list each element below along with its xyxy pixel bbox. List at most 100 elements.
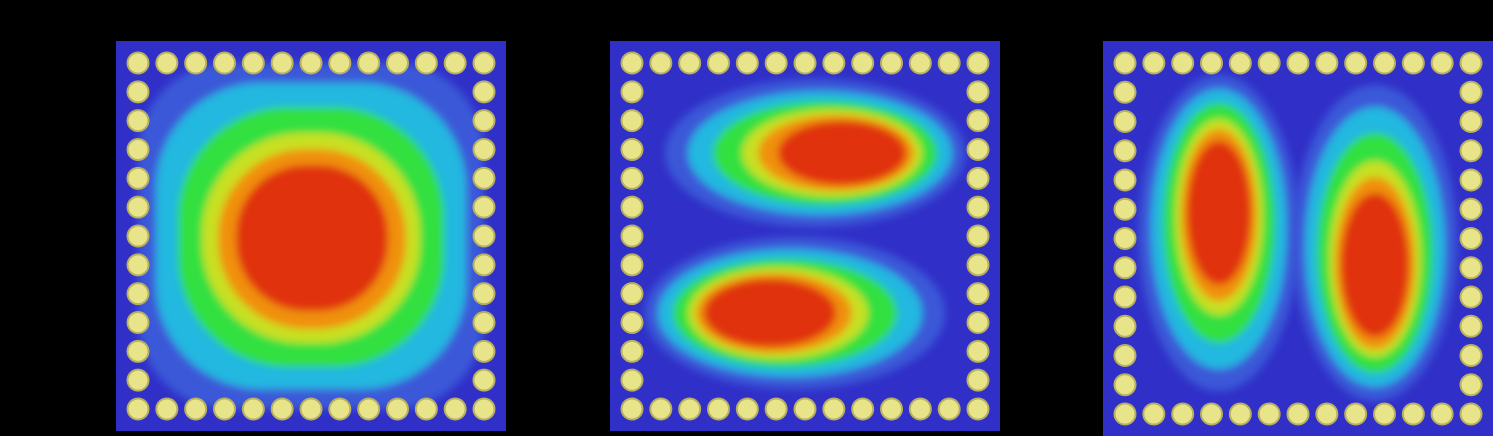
via-post — [126, 397, 150, 421]
via-post — [649, 51, 673, 75]
field-plot-2 — [610, 41, 1000, 431]
via-post — [1113, 168, 1137, 192]
via-post — [1113, 110, 1137, 133]
via-post — [678, 51, 702, 75]
via-post — [966, 195, 990, 219]
via-post — [1257, 51, 1281, 75]
via-post — [472, 51, 496, 75]
via-post — [620, 282, 644, 306]
via-post — [1200, 51, 1223, 75]
via-post — [620, 311, 644, 334]
field-lobe-upper — [665, 79, 965, 227]
via-post — [241, 51, 265, 75]
via-post — [1171, 51, 1195, 75]
via-post — [213, 397, 236, 421]
via-post — [1228, 402, 1252, 426]
via-post — [880, 51, 903, 75]
via-post — [966, 166, 990, 190]
via-post — [1459, 373, 1483, 397]
via-post — [386, 51, 409, 75]
via-post — [1459, 285, 1483, 309]
via-post — [966, 80, 990, 104]
via-post — [1113, 373, 1137, 397]
via-post — [126, 51, 150, 75]
via-post — [966, 253, 990, 277]
via-post — [472, 224, 496, 248]
via-post — [620, 166, 644, 190]
via-row — [126, 51, 496, 421]
via-post — [1142, 402, 1166, 426]
via-post — [908, 397, 932, 421]
field-lobe-center — [138, 63, 484, 409]
via-post — [386, 397, 409, 421]
via-post — [851, 51, 875, 75]
via-post — [620, 339, 644, 363]
via-post — [472, 339, 496, 363]
via-post — [620, 253, 644, 277]
via-post — [735, 397, 759, 421]
via-post — [1286, 402, 1310, 426]
via-post — [472, 109, 496, 133]
via-post — [966, 224, 990, 248]
via-post — [414, 397, 438, 421]
via-post — [620, 224, 644, 248]
mode-panel-1 — [116, 41, 506, 431]
via-post — [1401, 51, 1425, 75]
via-post — [966, 51, 990, 75]
via-post — [126, 166, 150, 190]
via-post — [1459, 256, 1483, 280]
via-post — [1171, 402, 1195, 426]
via-post — [1401, 402, 1425, 426]
via-post — [1373, 51, 1396, 75]
via-post — [155, 51, 179, 75]
field-plot-1 — [116, 41, 506, 431]
via-post — [1459, 402, 1483, 426]
via-post — [1459, 168, 1483, 192]
via-post — [620, 51, 644, 75]
via-post — [213, 51, 236, 75]
via-post — [966, 311, 990, 334]
via-post — [1315, 402, 1339, 426]
via-post — [1113, 197, 1137, 221]
via-post — [1113, 51, 1137, 75]
via-post — [1113, 80, 1137, 104]
via-post — [328, 397, 352, 421]
via-row — [620, 51, 990, 421]
field-plot-3 — [1103, 41, 1493, 436]
via-post — [620, 109, 644, 133]
via-post — [270, 397, 294, 421]
via-post — [620, 195, 644, 219]
via-post — [966, 282, 990, 306]
via-post — [1459, 51, 1483, 75]
via-post — [735, 51, 759, 75]
via-post — [937, 397, 961, 421]
via-post — [1315, 51, 1339, 75]
via-post — [1430, 51, 1454, 75]
via-post — [620, 138, 644, 161]
via-post — [1113, 256, 1137, 280]
via-post — [851, 397, 875, 421]
via-post — [472, 253, 496, 277]
via-post — [649, 397, 673, 421]
via-post — [155, 397, 179, 421]
via-post — [1113, 139, 1137, 163]
via-post — [1286, 51, 1310, 75]
mode-panel-3 — [1103, 41, 1493, 436]
via-post — [678, 397, 702, 421]
via-post — [472, 311, 496, 334]
via-post — [328, 51, 352, 75]
via-post — [184, 51, 208, 75]
via-post — [620, 80, 644, 104]
via-post — [357, 397, 381, 421]
via-post — [908, 51, 932, 75]
via-post — [937, 51, 961, 75]
via-post — [1459, 139, 1483, 163]
via-post — [299, 51, 323, 75]
via-post — [1344, 51, 1368, 75]
via-post — [1200, 402, 1223, 426]
via-post — [1459, 227, 1483, 250]
via-post — [1459, 110, 1483, 133]
via-post — [126, 138, 150, 161]
via-post — [472, 166, 496, 190]
via-post — [620, 397, 644, 421]
